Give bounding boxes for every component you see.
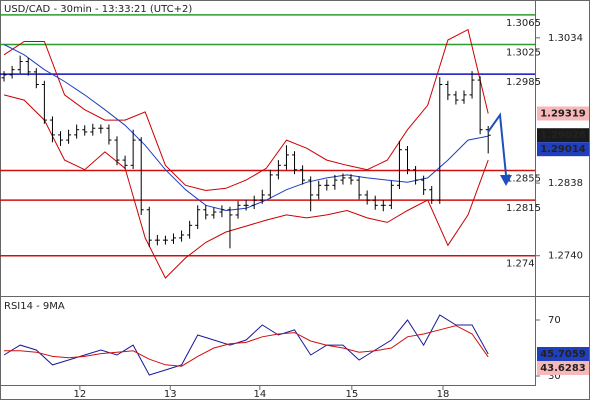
forecast-arrow-head xyxy=(500,175,512,186)
x-tick-label: 12 xyxy=(74,389,87,400)
value-badge xyxy=(537,106,589,121)
value-badge-label: 1.29026 xyxy=(540,130,586,141)
x-tick-label: 15 xyxy=(345,389,358,400)
x-tick-label: 13 xyxy=(164,389,177,400)
level-label: 1.3065 xyxy=(506,18,541,29)
level-label: 1.2815 xyxy=(506,203,541,214)
y-tick-label: 1.2838 xyxy=(548,178,583,189)
y-tick-label: 30 xyxy=(548,371,561,382)
badges: 1.29319 1.29026 1.29014 45.7059 43.6283 xyxy=(537,106,589,376)
value-badge-label: 43.6283 xyxy=(540,363,586,374)
level-label: 1.2855 xyxy=(506,173,541,184)
price-panel: 1.3034 1.2838 1.2740 1.3065 1.3025 1.2985 1.28… xyxy=(0,14,583,279)
x-tick-label: 14 xyxy=(253,389,266,400)
forecast-arrow xyxy=(487,112,507,176)
rsi-panel: 70 30 12 13 14 15 18 xyxy=(3,314,561,400)
level-label: 1.274 xyxy=(506,259,535,270)
rsi-title: RSI14 - 9MA xyxy=(4,301,65,312)
value-badge-label: 1.29014 xyxy=(540,144,586,155)
indicator-line xyxy=(3,94,489,279)
x-tick-label: 18 xyxy=(437,389,450,400)
level-label: 1.3025 xyxy=(506,47,541,58)
value-badge xyxy=(537,347,589,362)
level-label: 1.2985 xyxy=(506,77,541,88)
value-badge xyxy=(537,361,589,376)
y-tick-label: 1.3034 xyxy=(548,33,583,44)
y-tick-label: 70 xyxy=(548,315,561,326)
value-badge xyxy=(537,142,589,157)
chart-title: USD/CAD - 30min - 13:33:21 (UTC+2) xyxy=(4,4,192,15)
value-badge xyxy=(537,128,589,143)
value-badge-label: 45.7059 xyxy=(540,349,586,360)
rsi-line xyxy=(4,325,489,367)
indicator-line xyxy=(3,28,489,192)
value-badge-label: 1.29319 xyxy=(540,108,586,119)
y-tick-label: 1.2740 xyxy=(548,251,583,262)
rsi-line xyxy=(3,314,489,376)
